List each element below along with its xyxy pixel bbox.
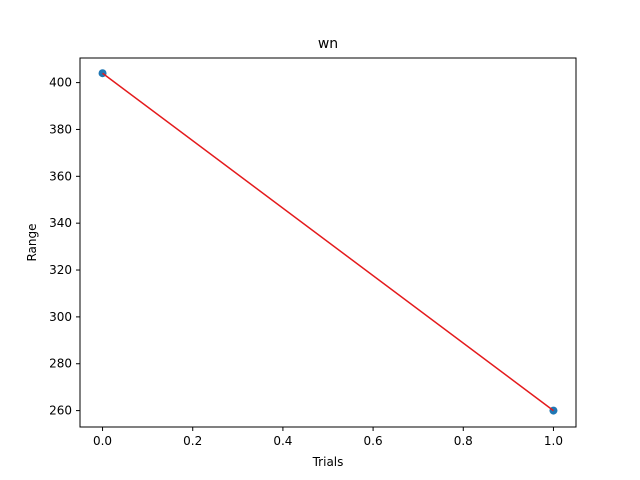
- y-axis-ticks: 260 280 300 320 340 360 380 400: [49, 76, 80, 418]
- y-tick-label: 360: [49, 169, 72, 183]
- x-axis-ticks: 0.0 0.2 0.4 0.6 0.8 1.0: [93, 427, 563, 448]
- y-tick-label: 340: [49, 216, 72, 230]
- series-layer: [98, 69, 558, 415]
- y-tick-label: 260: [49, 404, 72, 418]
- chart-title: wn: [318, 36, 338, 52]
- x-tick-label: 0.0: [93, 434, 112, 448]
- plot-frame: [79, 57, 577, 428]
- y-tick-label: 400: [49, 76, 72, 90]
- x-axis-label: Trials: [312, 455, 344, 469]
- y-tick-label: 380: [49, 122, 72, 136]
- x-tick-label: 0.2: [183, 434, 202, 448]
- y-tick-label: 320: [49, 263, 72, 277]
- y-tick-label: 300: [49, 310, 72, 324]
- x-tick-label: 0.6: [364, 434, 383, 448]
- x-tick-label: 0.8: [454, 434, 473, 448]
- x-tick-label: 1.0: [544, 434, 563, 448]
- fit-line: [102, 72, 554, 412]
- y-axis-label: Range: [25, 223, 39, 261]
- x-tick-label: 0.4: [273, 434, 292, 448]
- y-tick-label: 280: [49, 357, 72, 371]
